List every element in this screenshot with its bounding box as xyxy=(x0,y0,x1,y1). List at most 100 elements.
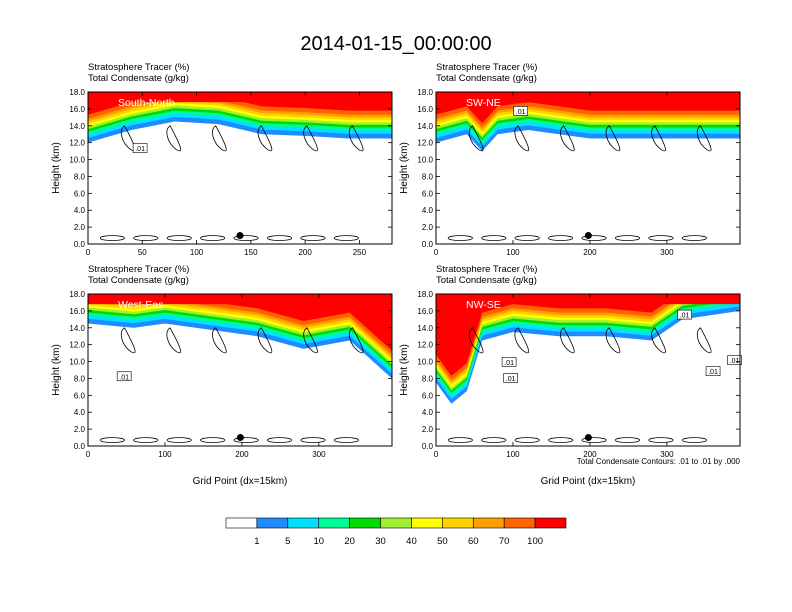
y-tick-label: 18.0 xyxy=(69,290,85,299)
x-tick-label: 0 xyxy=(434,450,439,459)
colorbar-label: 1 xyxy=(254,536,259,547)
y-tick-label: 14.0 xyxy=(417,122,433,131)
surface-contour xyxy=(300,437,326,443)
tracer-field xyxy=(436,294,740,404)
y-tick-label: 18.0 xyxy=(417,290,433,299)
y-tick-label: 8.0 xyxy=(74,374,86,383)
colorbar-label: 60 xyxy=(468,536,479,547)
contour-label: .01 xyxy=(506,376,516,383)
condensate-contour xyxy=(514,327,530,354)
x-tick-label: 200 xyxy=(583,450,597,459)
y-tick-label: 18.0 xyxy=(69,88,85,97)
colorbar-swatch xyxy=(287,517,320,529)
tracer-level-7 xyxy=(436,294,729,386)
plot-frame xyxy=(435,293,741,447)
contour-label-box xyxy=(727,355,742,366)
y-axis-label: Height (km) xyxy=(51,344,62,396)
tracer-level-8 xyxy=(436,294,712,383)
surface-contour xyxy=(200,437,226,443)
tracer-field xyxy=(436,92,740,152)
x-tick-label: 300 xyxy=(312,450,326,459)
contour-note: Total Condensate Contours: .01 to .01 by… xyxy=(577,457,741,466)
colorbar-swatch xyxy=(472,517,505,529)
condensate-contour xyxy=(468,327,484,354)
contour-label-box xyxy=(513,106,528,116)
y-tick-label: 4.0 xyxy=(74,408,86,417)
panel-label: SW-NE xyxy=(466,97,501,109)
location-marker xyxy=(584,232,592,240)
surface-contour xyxy=(333,437,359,443)
y-tick-label: 4.0 xyxy=(422,206,434,215)
contour-label: .01 xyxy=(119,374,129,381)
y-tick-label: 12.0 xyxy=(69,341,85,350)
y-tick-label: 6.0 xyxy=(74,189,86,198)
condensate-contour xyxy=(257,125,273,152)
y-tick-label: 0.0 xyxy=(74,442,86,451)
condensate-contour xyxy=(120,327,136,354)
y-tick-label: 6.0 xyxy=(422,189,434,198)
colorbar: 1 5 10 20 30 40 50 60 70 100 xyxy=(225,517,567,547)
colorbar-swatch xyxy=(318,517,350,529)
y-axis-label: Height (km) xyxy=(399,344,410,396)
colorbar-label: 70 xyxy=(499,536,510,547)
condensate-contour xyxy=(257,327,273,354)
condensate-contour xyxy=(348,125,364,152)
y-tick-label: 8.0 xyxy=(74,172,86,181)
x-tick-label: 0 xyxy=(86,248,91,257)
condensate-contour xyxy=(605,125,621,152)
y-tick-label: 12.0 xyxy=(417,341,433,350)
x-axis-label: Grid Point (dx=15km) xyxy=(541,476,636,487)
condensate-contour xyxy=(651,327,666,354)
condensate-contours xyxy=(99,327,364,443)
y-tick-label: 10.0 xyxy=(417,358,433,367)
panel-header-tracer: Stratosphere Tracer (%) xyxy=(436,62,537,73)
y-tick-label: 6.0 xyxy=(422,391,434,400)
colorbar-label: 100 xyxy=(527,536,543,547)
contour-label-box xyxy=(501,357,517,367)
contour-label: .01 xyxy=(504,360,514,367)
y-tick-label: 16.0 xyxy=(69,105,85,114)
tracer-field xyxy=(88,294,392,379)
panel-sw-ne: Stratosphere Tracer (%)Total Condensate … xyxy=(399,62,741,257)
colorbar-swatch xyxy=(349,517,381,529)
colorbar-swatch xyxy=(503,517,536,529)
y-tick-label: 16.0 xyxy=(417,105,433,114)
colorbar-label: 10 xyxy=(313,536,324,547)
y-tick-label: 10.0 xyxy=(417,156,433,165)
surface-contour xyxy=(581,437,607,443)
surface-contour xyxy=(614,437,641,443)
colorbar-label: 5 xyxy=(285,536,290,547)
surface-contour xyxy=(481,235,507,241)
condensate-contour xyxy=(166,327,182,354)
surface-contour xyxy=(447,437,473,443)
surface-contour xyxy=(266,437,293,443)
x-tick-label: 150 xyxy=(244,248,258,257)
condensate-contour xyxy=(166,125,182,152)
plot-frame xyxy=(87,293,393,447)
condensate-contours xyxy=(447,327,712,443)
y-tick-label: 4.0 xyxy=(422,408,434,417)
surface-contour xyxy=(581,235,607,241)
condensate-contour xyxy=(212,327,227,354)
condensate-contour xyxy=(651,125,666,152)
panel-header-tracer: Stratosphere Tracer (%) xyxy=(88,264,189,275)
contour-label-box xyxy=(705,366,721,376)
colorbar-swatch xyxy=(534,517,567,529)
y-tick-label: 14.0 xyxy=(69,122,85,131)
contour-label: .01 xyxy=(708,369,718,376)
colorbar-swatch xyxy=(380,517,412,529)
tracer-field xyxy=(88,92,392,143)
condensate-contour xyxy=(605,327,621,354)
panels: Stratosphere Tracer (%) Total Condensate … xyxy=(51,62,742,487)
colorbar-label: 30 xyxy=(375,536,386,547)
y-tick-label: 10.0 xyxy=(69,156,85,165)
panel-header-condensate: Total Condensate (g/kg) xyxy=(88,73,189,84)
condensate-contour xyxy=(468,125,484,152)
colorbar-label: 50 xyxy=(437,536,448,547)
surface-contour xyxy=(300,235,326,241)
y-tick-label: 10.0 xyxy=(69,358,85,367)
x-tick-label: 200 xyxy=(235,450,249,459)
y-tick-label: 16.0 xyxy=(69,307,85,316)
colorbar-swatch xyxy=(256,517,289,529)
surface-contour xyxy=(133,235,159,241)
